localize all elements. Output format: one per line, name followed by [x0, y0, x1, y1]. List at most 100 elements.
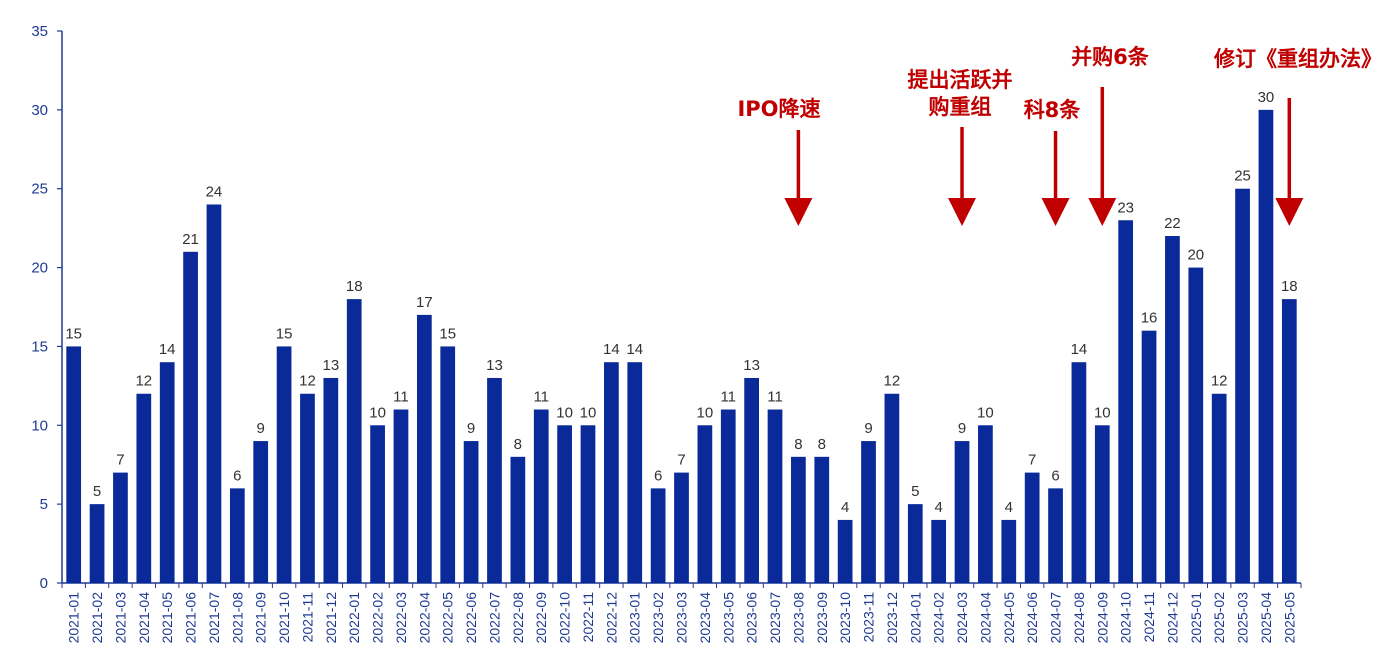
x-tick-label: 2024-10 [1118, 592, 1134, 644]
bar [604, 362, 619, 583]
bar [229, 488, 245, 583]
data-label: 11 [767, 389, 783, 406]
bar [720, 409, 736, 583]
x-tick-label: 2025-01 [1188, 592, 1204, 644]
x-tick-label: 2022-08 [510, 592, 526, 644]
bar [814, 456, 830, 583]
data-label: 9 [467, 420, 475, 437]
x-tick-label: 2022-02 [370, 592, 386, 644]
x-tick-label: 2025-05 [1281, 592, 1297, 644]
bar [159, 362, 175, 583]
x-tick-label: 2021-07 [206, 592, 222, 644]
annotation-text: 并购6条 [1071, 45, 1150, 69]
data-label: 9 [958, 420, 966, 437]
bar [510, 456, 526, 583]
x-tick-label: 2021-03 [112, 592, 128, 644]
x-tick-label: 2025-04 [1258, 592, 1274, 644]
x-tick-label: 2022-06 [463, 592, 479, 644]
bar [1211, 393, 1227, 583]
x-tick-label: 2024-08 [1071, 592, 1087, 644]
bar [300, 393, 315, 583]
data-label: 11 [393, 389, 409, 406]
x-tick-label: 2023-03 [674, 592, 690, 644]
data-label: 10 [977, 404, 994, 421]
data-label: 9 [257, 420, 265, 437]
data-label: 15 [276, 325, 293, 342]
y-tick-label: 35 [31, 23, 48, 40]
data-label: 14 [159, 341, 176, 358]
bar [89, 504, 105, 583]
bar [1071, 362, 1087, 583]
x-tick-label: 2023-01 [627, 592, 643, 644]
x-tick-label: 2023-11 [861, 592, 877, 643]
data-label: 14 [603, 341, 620, 358]
data-label: 5 [93, 483, 101, 500]
x-tick-label: 2022-07 [486, 592, 502, 644]
data-label: 10 [1094, 404, 1111, 421]
data-label: 8 [794, 436, 802, 453]
data-label: 11 [533, 389, 549, 406]
data-label: 4 [1005, 499, 1013, 516]
bar [767, 409, 783, 583]
data-label: 12 [1211, 373, 1228, 390]
data-label: 23 [1117, 199, 1134, 216]
x-tick-label: 2021-09 [253, 592, 269, 644]
x-tick-label: 2024-12 [1164, 592, 1180, 644]
x-tick-label: 2023-08 [790, 592, 806, 644]
bar [1048, 488, 1063, 583]
bar [1141, 330, 1157, 583]
x-tick-label: 2024-07 [1048, 592, 1064, 644]
data-label: 5 [911, 483, 919, 500]
data-label: 4 [841, 499, 849, 516]
data-label: 8 [818, 436, 826, 453]
bar [697, 425, 713, 583]
x-tick-label: 2022-03 [393, 592, 409, 644]
bar [650, 488, 666, 583]
data-label: 6 [1051, 467, 1059, 484]
annotation-text: 修订《重组办法》 [1213, 47, 1382, 71]
annotation-text: 提出活跃并 [908, 68, 1013, 92]
x-tick-label: 2021-08 [229, 592, 245, 644]
y-tick-label: 20 [31, 260, 48, 277]
bar [183, 251, 198, 584]
bar [837, 519, 853, 583]
x-tick-label: 2024-11 [1141, 592, 1157, 643]
y-tick-label: 30 [31, 102, 48, 119]
bar [136, 393, 152, 583]
bar [1235, 188, 1250, 583]
bar [1258, 109, 1274, 583]
x-tick-label: 2023-09 [814, 592, 830, 644]
bar [791, 456, 806, 583]
x-tick-label: 2023-05 [720, 592, 736, 644]
data-label: 14 [626, 341, 643, 358]
bar [931, 519, 947, 583]
bar [393, 409, 409, 583]
bar [66, 346, 82, 583]
x-tick-label: 2021-06 [183, 592, 199, 644]
x-tick-label: 2024-01 [907, 592, 923, 644]
bar [954, 441, 970, 583]
bar [1281, 299, 1297, 583]
x-tick-label: 2024-06 [1024, 592, 1040, 644]
bar [557, 425, 572, 583]
bar [1165, 236, 1180, 583]
y-tick-label: 25 [31, 181, 48, 198]
data-label: 7 [1028, 452, 1036, 469]
x-tick-label: 2022-12 [603, 592, 619, 644]
data-label: 10 [556, 404, 573, 421]
bar [1188, 267, 1204, 583]
bar [113, 472, 128, 583]
data-label: 22 [1164, 215, 1181, 232]
data-label: 14 [1071, 341, 1088, 358]
data-label: 18 [1281, 278, 1298, 295]
bar [1001, 519, 1017, 583]
bar [744, 377, 759, 583]
x-tick-label: 2021-05 [159, 592, 175, 644]
x-tick-label: 2022-01 [346, 592, 362, 644]
x-tick-label: 2022-05 [440, 592, 456, 644]
x-tick-label: 2023-12 [884, 592, 900, 644]
data-label: 13 [486, 357, 503, 374]
x-tick-label: 2021-12 [323, 592, 339, 644]
y-tick-label: 5 [40, 496, 48, 513]
x-tick-label: 2022-11 [580, 592, 596, 643]
